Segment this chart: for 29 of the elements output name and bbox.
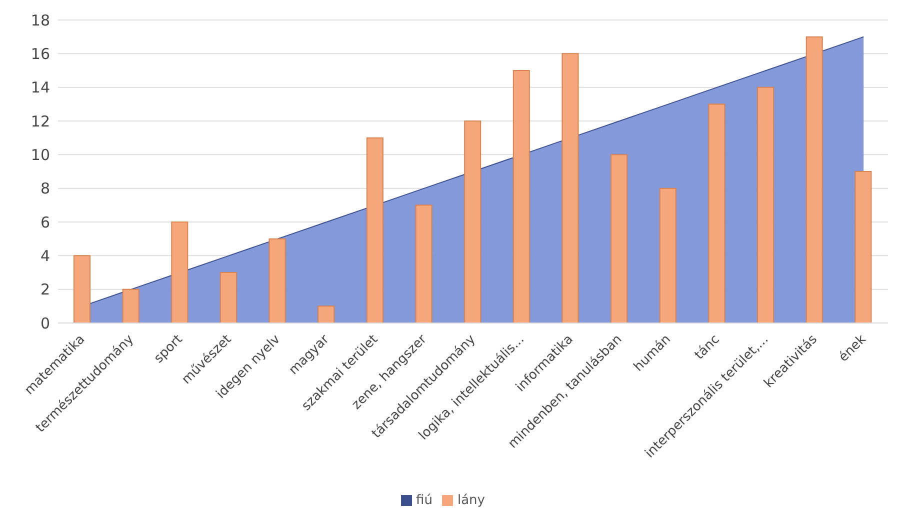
y-tick-label: 10: [30, 146, 50, 164]
y-tick-label: 18: [30, 11, 50, 30]
bar: [562, 53, 579, 323]
bar: [464, 120, 482, 323]
y-tick-label: 8: [40, 180, 50, 198]
bar: [757, 86, 774, 323]
bar: [512, 70, 530, 323]
y-tick-label: 16: [30, 44, 50, 63]
bar: [318, 306, 335, 323]
y-tick-label: 0: [40, 314, 50, 332]
bar: [74, 255, 90, 323]
bar: [268, 238, 286, 323]
bar: [659, 188, 676, 323]
bar: [854, 171, 872, 323]
y-tick-label: 6: [40, 213, 50, 232]
y-tick-label: 4: [40, 246, 50, 265]
y-tick-label: 14: [30, 78, 50, 97]
y-tick-label: 12: [30, 112, 50, 130]
legend-label: fiú: [416, 493, 432, 508]
bar: [610, 154, 628, 323]
bar: [806, 36, 823, 323]
bar: [171, 222, 188, 323]
bar: [415, 204, 432, 323]
bar: [366, 137, 384, 323]
y-tick-label: 2: [40, 280, 50, 299]
bar: [708, 104, 726, 323]
legend-label: lány: [457, 493, 485, 508]
bar: [220, 272, 237, 323]
bar: [122, 288, 140, 323]
